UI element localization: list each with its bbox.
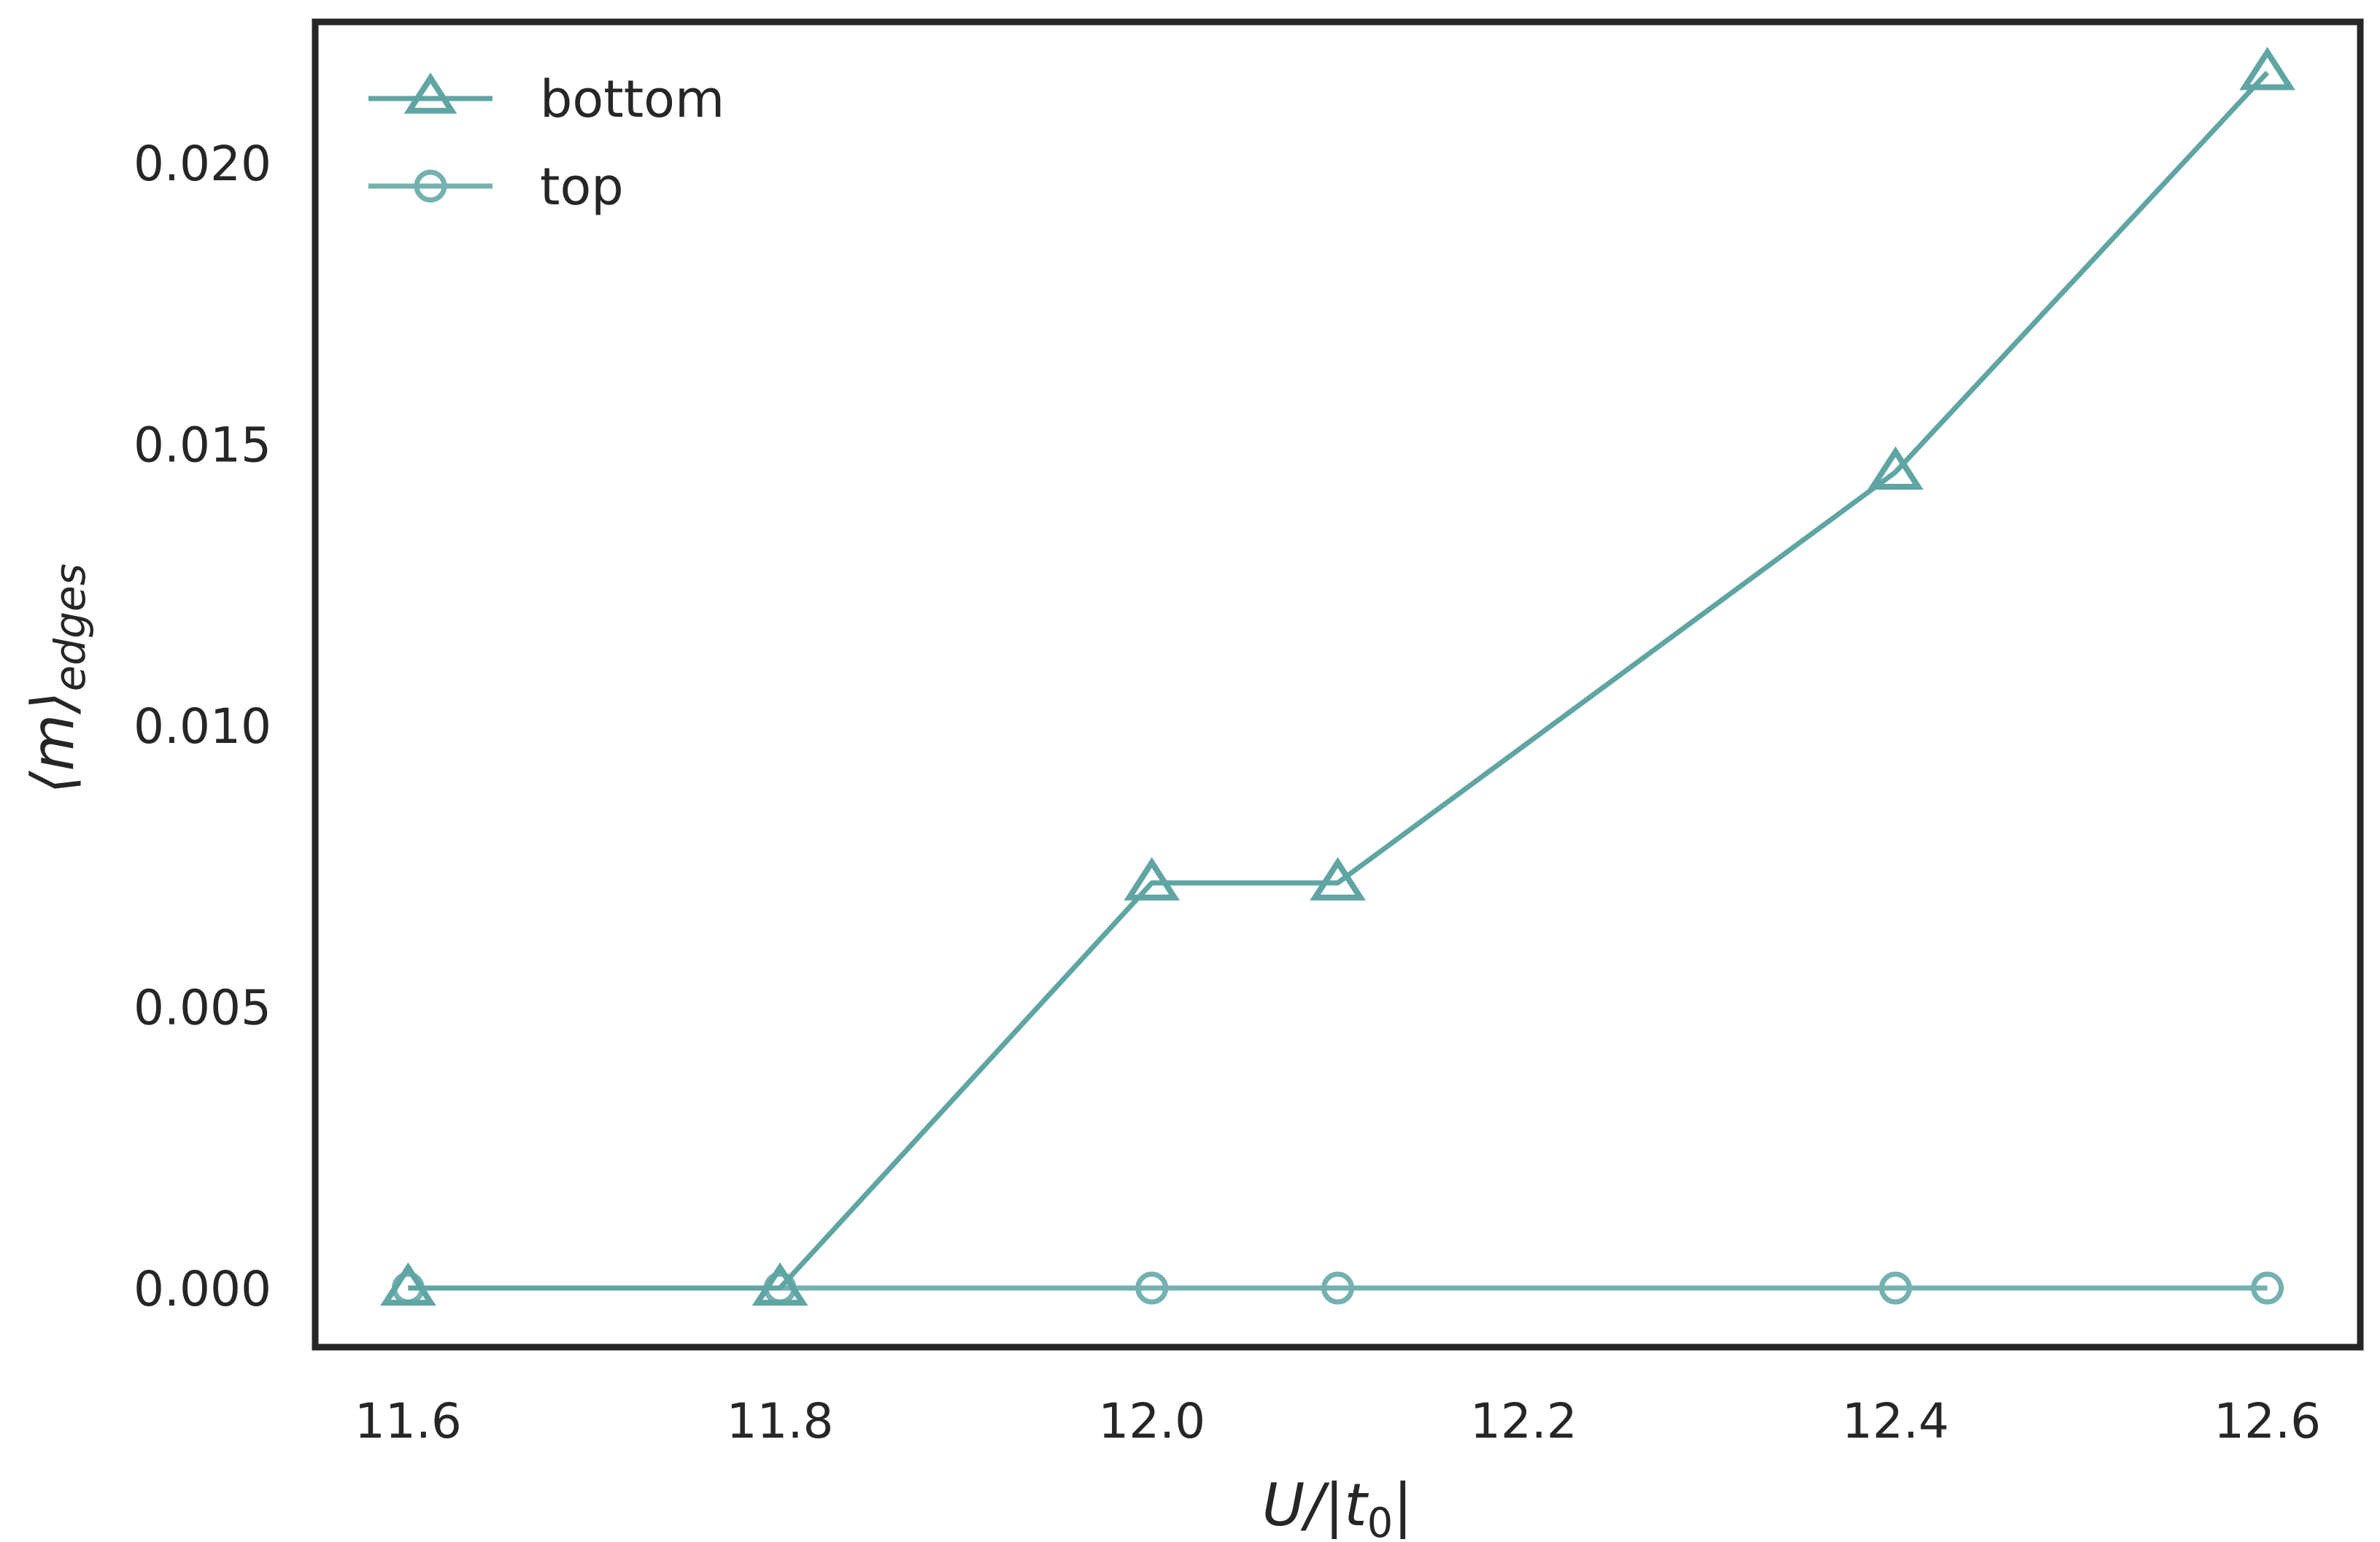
data-point-triangle <box>2239 47 2295 90</box>
legend-label-bottom: bottom <box>540 69 725 129</box>
x-tick-labels: 11.6 11.8 12.0 12.2 12.4 12.6 <box>355 1393 2321 1449</box>
data-point-triangle <box>1867 446 1924 490</box>
legend-marker-circle <box>414 169 447 203</box>
x-tick-label: 11.8 <box>727 1393 834 1449</box>
x-tick-label: 12.6 <box>2214 1393 2321 1449</box>
y-tick-label: 0.015 <box>134 417 271 473</box>
data-point-circle <box>1135 1271 1169 1305</box>
y-tick-labels: 0.000 0.005 0.010 0.015 0.020 <box>134 136 271 1317</box>
series-line-bottom <box>408 71 2270 1291</box>
data-point-triangle <box>752 1262 808 1306</box>
y-axis-label: ⟨m⟩edges <box>19 563 95 794</box>
data-point-triangle <box>1310 857 1366 901</box>
y-tick-label: 0.000 <box>134 1261 271 1317</box>
legend-label-top: top <box>540 157 624 217</box>
data-point-triangle <box>1124 857 1181 901</box>
x-tick-label: 12.4 <box>1842 1393 1949 1449</box>
data-point-circle <box>1879 1271 1912 1305</box>
y-tick-label: 0.010 <box>134 698 271 755</box>
plot-frame <box>312 18 2364 1351</box>
x-tick-label: 11.6 <box>355 1393 462 1449</box>
data-point-triangle <box>380 1262 436 1306</box>
data-point-circle <box>1321 1271 1354 1305</box>
data-point-circle <box>2251 1271 2284 1305</box>
x-tick-label: 12.0 <box>1098 1393 1205 1449</box>
x-tick-label: 12.2 <box>1470 1393 1577 1449</box>
series-layer <box>380 47 2295 1306</box>
legend-marker-triangle <box>403 72 457 114</box>
y-tick-label: 0.005 <box>134 979 271 1036</box>
x-axis-label: U/|t0| <box>1262 1471 1413 1542</box>
y-tick-label: 0.020 <box>134 136 271 192</box>
legend: bottom top <box>368 69 725 217</box>
